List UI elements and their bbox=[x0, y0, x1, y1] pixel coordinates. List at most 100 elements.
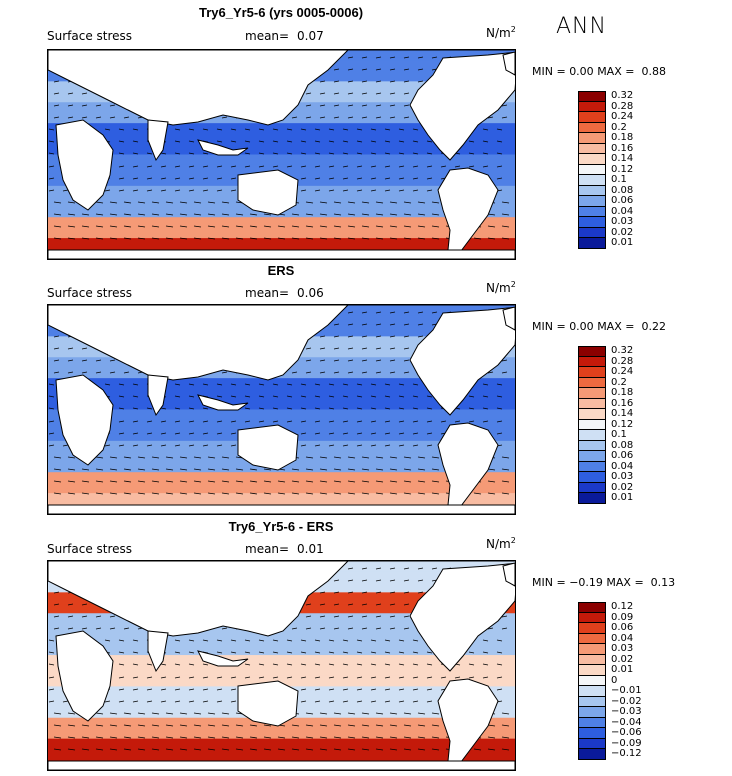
colorbar-swatch bbox=[578, 196, 606, 207]
wind-arrow bbox=[221, 712, 230, 715]
wind-arrow bbox=[319, 615, 326, 618]
stress-band bbox=[48, 665, 515, 677]
wind-arrow bbox=[356, 128, 363, 131]
wind-arrow bbox=[67, 712, 76, 715]
wind-arrow bbox=[314, 432, 321, 435]
wind-arrow bbox=[328, 128, 335, 131]
wind-arrow bbox=[300, 189, 307, 192]
wind-arrow bbox=[137, 748, 146, 751]
wind-arrow bbox=[277, 225, 286, 228]
wind-arrow bbox=[375, 456, 384, 459]
wind-arrow bbox=[403, 116, 410, 119]
unit-label: N/m2 bbox=[486, 536, 516, 551]
stress-map bbox=[47, 560, 516, 771]
stress-band bbox=[48, 644, 515, 657]
wind-arrow bbox=[174, 407, 181, 410]
wind-arrow bbox=[81, 237, 90, 240]
wind-arrow bbox=[347, 323, 354, 326]
wind-arrow bbox=[118, 663, 125, 666]
wind-arrow bbox=[328, 140, 335, 143]
wind-arrow bbox=[53, 237, 62, 240]
wind-arrow bbox=[132, 152, 139, 155]
wind-arrow bbox=[277, 492, 286, 495]
wind-arrow bbox=[160, 688, 167, 691]
wind-arrow bbox=[482, 140, 489, 143]
wind-arrow bbox=[118, 152, 125, 155]
wind-arrow bbox=[482, 165, 489, 168]
colorbar-tick-label: 0.04 bbox=[611, 205, 634, 217]
wind-arrow bbox=[328, 420, 335, 423]
wind-arrow bbox=[347, 567, 354, 570]
wind-arrow bbox=[389, 359, 396, 362]
wind-arrow bbox=[347, 56, 354, 59]
wind-arrow bbox=[286, 676, 293, 679]
season-label: ANN bbox=[556, 14, 607, 39]
colorbar-swatch bbox=[578, 633, 606, 644]
wind-arrow bbox=[300, 140, 307, 143]
wind-arrow bbox=[53, 480, 62, 483]
wind-arrow bbox=[375, 201, 384, 204]
wind-arrow bbox=[81, 748, 90, 751]
wind-arrow bbox=[291, 724, 300, 727]
wind-arrow bbox=[216, 177, 223, 180]
wind-arrow bbox=[403, 104, 410, 107]
wind-arrow bbox=[389, 591, 396, 594]
wind-arrow bbox=[431, 311, 438, 314]
wind-arrow bbox=[370, 688, 377, 691]
wind-arrow bbox=[179, 736, 188, 739]
wind-arrow bbox=[361, 567, 368, 570]
wind-arrow bbox=[300, 639, 307, 642]
wind-arrow bbox=[207, 748, 216, 751]
wind-arrow bbox=[132, 407, 139, 410]
landmass bbox=[237, 169, 299, 216]
wind-arrow bbox=[370, 152, 377, 155]
wind-arrow bbox=[417, 335, 424, 338]
wind-arrow bbox=[426, 407, 433, 410]
wind-arrow bbox=[482, 395, 489, 398]
wind-arrow bbox=[356, 407, 363, 410]
wind-arrow bbox=[342, 128, 349, 131]
wind-arrow bbox=[118, 420, 125, 423]
colorbar-swatch bbox=[578, 430, 606, 441]
colorbar-swatch bbox=[578, 717, 606, 728]
colorbar-tick-label: 0.06 bbox=[611, 622, 634, 633]
wind-arrow bbox=[132, 383, 139, 386]
wind-arrow bbox=[319, 591, 326, 594]
wind-arrow bbox=[375, 80, 382, 83]
wind-arrow bbox=[286, 152, 293, 155]
wind-arrow bbox=[118, 651, 125, 654]
stress-band bbox=[48, 123, 515, 135]
wind-arrow bbox=[95, 225, 104, 228]
wind-arrow bbox=[487, 748, 496, 751]
colorbar-tick-label: 0.32 bbox=[611, 345, 634, 356]
wind-arrow bbox=[426, 177, 433, 180]
wind-arrow bbox=[109, 116, 116, 119]
wind-arrow bbox=[104, 700, 111, 703]
wind-arrow bbox=[272, 663, 279, 666]
wind-arrow bbox=[314, 651, 321, 654]
colorbar-tick-label: −0.12 bbox=[611, 748, 642, 759]
wind-arrow bbox=[174, 700, 181, 703]
wind-arrow bbox=[291, 371, 298, 374]
wind-arrow bbox=[496, 177, 503, 180]
wind-arrow bbox=[328, 444, 335, 447]
wind-arrow bbox=[342, 189, 349, 192]
wind-arrow bbox=[347, 736, 356, 739]
wind-arrow bbox=[258, 407, 265, 410]
wind-arrow bbox=[81, 480, 90, 483]
wind-arrow bbox=[389, 92, 396, 95]
wind-arrow bbox=[356, 383, 363, 386]
wind-arrow bbox=[412, 140, 419, 143]
wind-arrow bbox=[95, 213, 104, 216]
wind-arrow bbox=[375, 615, 382, 618]
wind-arrow bbox=[123, 201, 132, 204]
wind-arrow bbox=[207, 237, 216, 240]
wind-arrow bbox=[235, 468, 244, 471]
colorbar-tick-label: −0.09 bbox=[611, 737, 642, 749]
wind-arrow bbox=[132, 165, 139, 168]
wind-arrow bbox=[300, 407, 307, 410]
wind-arrow bbox=[328, 165, 335, 168]
wind-arrow bbox=[165, 213, 174, 216]
wind-arrow bbox=[179, 712, 188, 715]
wind-arrow bbox=[375, 736, 384, 739]
